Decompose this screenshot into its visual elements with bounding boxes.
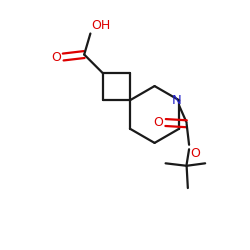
Text: OH: OH: [92, 18, 111, 32]
Text: O: O: [190, 147, 200, 160]
Text: O: O: [154, 116, 164, 129]
Text: O: O: [51, 50, 61, 64]
Text: N: N: [172, 94, 181, 107]
